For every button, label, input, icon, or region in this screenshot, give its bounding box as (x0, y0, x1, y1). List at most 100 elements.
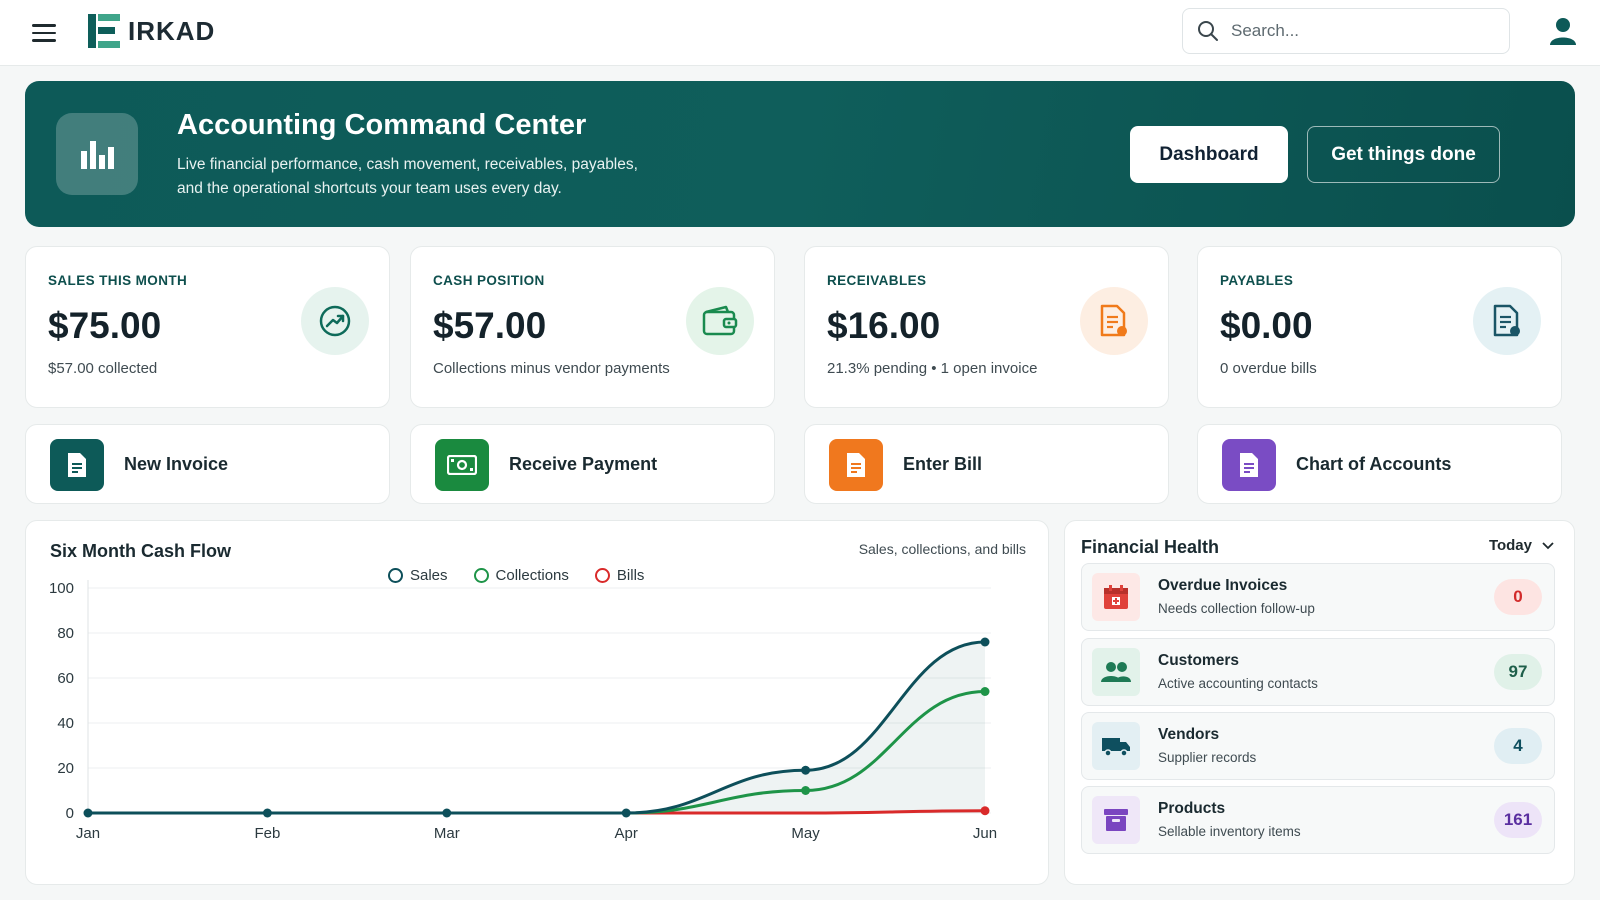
count-badge: 97 (1494, 654, 1542, 690)
legend-collections[interactable]: Collections (473, 567, 569, 584)
kpi-note: $57.00 collected (48, 360, 158, 377)
kpi-card-sales: SALES THIS MONTH $75.00 $57.00 collected (25, 246, 390, 408)
legend-label: Bills (616, 567, 645, 584)
enter-bill-button[interactable]: Enter Bill (804, 424, 1169, 504)
legend-label: Collections (495, 567, 569, 584)
y-tick-label: 20 (57, 760, 74, 777)
document-icon (829, 439, 883, 491)
new-invoice-button[interactable]: New Invoice (25, 424, 390, 504)
data-point-collections (801, 786, 811, 795)
period-select[interactable]: Today (1489, 537, 1554, 554)
brand-logo[interactable]: IRKAD (88, 13, 215, 49)
y-tick-label: 100 (49, 580, 74, 597)
health-row-products[interactable]: Products Sellable inventory items 161 (1081, 786, 1555, 854)
x-tick-label: Mar (434, 825, 460, 842)
data-point-sales (621, 808, 631, 818)
data-point-sales (83, 808, 93, 818)
bar-chart-icon (56, 113, 138, 195)
legend-marker (594, 568, 610, 583)
data-point-collections (980, 687, 990, 696)
count-badge: 0 (1494, 579, 1542, 615)
legend-bills[interactable]: Bills (594, 567, 645, 584)
kpi-value: $0.00 (1220, 305, 1313, 346)
legend-marker (388, 568, 403, 583)
sales-area (88, 642, 985, 813)
x-tick-label: Jan (76, 825, 100, 842)
receive-payment-button[interactable]: Receive Payment (410, 424, 775, 504)
chevron-down-icon (1542, 541, 1554, 549)
legend-label: Sales (410, 567, 448, 584)
y-tick-label: 80 (57, 625, 74, 642)
data-point-sales (801, 765, 811, 775)
kpi-card-receivables: RECEIVABLES $16.00 21.3% pending • 1 ope… (804, 246, 1169, 408)
row-subtitle: Active accounting contacts (1158, 676, 1318, 691)
x-tick-label: Jun (973, 825, 997, 842)
page-subtitle: Live financial performance, cash movemen… (177, 153, 677, 201)
subtitle-line-2: and the operational shortcuts your team … (177, 180, 562, 197)
health-title: Financial Health (1081, 537, 1220, 557)
row-title: Overdue Invoices (1158, 577, 1288, 594)
hero-banner: Accounting Command Center Live financial… (25, 81, 1575, 227)
box-icon (1092, 796, 1140, 844)
search-icon (1198, 21, 1218, 41)
data-point-sales (262, 808, 272, 818)
action-label: Enter Bill (903, 454, 983, 474)
action-label: Chart of Accounts (1296, 454, 1452, 474)
row-title: Products (1158, 800, 1226, 817)
y-tick-label: 40 (57, 715, 74, 732)
get-things-done-button[interactable]: Get things done (1307, 126, 1500, 183)
health-row-customers[interactable]: Customers Active accounting contacts 97 (1081, 638, 1555, 706)
search-box[interactable] (1182, 8, 1510, 54)
document-icon (50, 439, 104, 491)
people-icon (1092, 648, 1140, 696)
action-label: New Invoice (124, 454, 229, 474)
row-title: Customers (1158, 652, 1239, 669)
chart-of-accounts-button[interactable]: Chart of Accounts (1197, 424, 1562, 504)
data-point-sales (980, 637, 990, 647)
trend-up-icon (301, 287, 369, 355)
cash-icon (435, 439, 489, 491)
data-point-bills (980, 806, 990, 816)
chart-title: Six Month Cash Flow (50, 541, 232, 561)
chart-subtitle: Sales, collections, and bills (858, 541, 1026, 557)
subtitle-line-1: Live financial performance, cash movemen… (177, 156, 638, 173)
chart-legend: Sales Collections Bills (388, 567, 644, 584)
y-tick-label: 60 (57, 670, 74, 687)
kpi-value: $16.00 (827, 305, 941, 346)
kpi-label: CASH POSITION (433, 273, 545, 288)
dashboard-button[interactable]: Dashboard (1130, 126, 1288, 183)
wallet-icon (686, 287, 754, 355)
action-label: Receive Payment (509, 454, 658, 474)
legend-marker (473, 568, 489, 583)
kpi-note: Collections minus vendor payments (433, 360, 670, 377)
x-tick-label: May (791, 825, 820, 842)
row-subtitle: Sellable inventory items (1158, 824, 1301, 839)
document-icon (1222, 439, 1276, 491)
row-subtitle: Supplier records (1158, 750, 1257, 765)
health-row-overdue-invoices[interactable]: Overdue Invoices Needs collection follow… (1081, 563, 1555, 631)
calendar-alert-icon (1092, 573, 1140, 621)
bill-icon (1473, 287, 1541, 355)
invoice-icon (1080, 287, 1148, 355)
series-line-sales (88, 640, 986, 815)
kpi-card-cash: CASH POSITION $57.00 Collections minus v… (410, 246, 775, 408)
legend-sales[interactable]: Sales (388, 567, 448, 584)
logo-mark-icon (88, 14, 120, 48)
row-subtitle: Needs collection follow-up (1158, 601, 1315, 616)
y-tick-label: 0 (66, 805, 74, 822)
health-row-vendors[interactable]: Vendors Supplier records 4 (1081, 712, 1555, 780)
x-tick-label: Apr (615, 825, 638, 842)
page-title: Accounting Command Center (177, 109, 587, 141)
search-input[interactable] (1231, 21, 1481, 41)
kpi-card-payables: PAYABLES $0.00 0 overdue bills (1197, 246, 1562, 408)
kpi-label: PAYABLES (1220, 273, 1294, 288)
menu-icon[interactable] (30, 19, 58, 47)
cash-flow-chart-card: Six Month Cash Flow Sales, collections, … (25, 520, 1049, 885)
count-badge: 4 (1494, 728, 1542, 764)
kpi-value: $75.00 (48, 305, 162, 346)
truck-icon (1092, 722, 1140, 770)
kpi-value: $57.00 (433, 305, 547, 346)
user-icon[interactable] (1548, 16, 1578, 46)
brand-name: IRKAD (128, 15, 216, 46)
x-tick-label: Feb (254, 825, 280, 842)
